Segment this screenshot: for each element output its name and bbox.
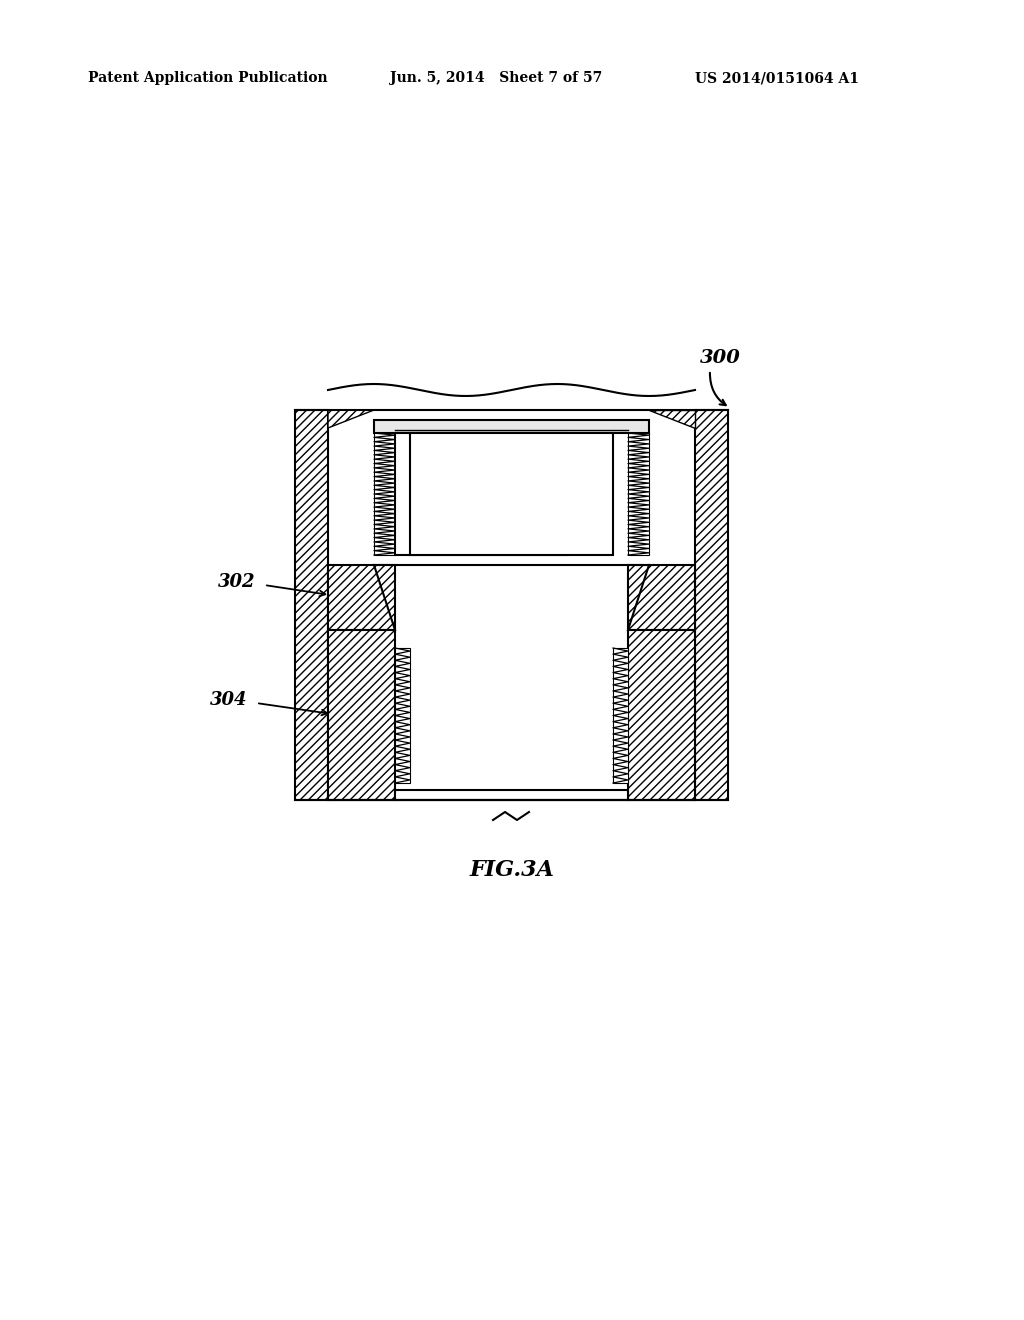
Bar — [410, 433, 613, 554]
Bar — [374, 433, 395, 554]
Bar — [628, 630, 695, 800]
Text: 304: 304 — [210, 690, 248, 709]
Bar — [295, 411, 328, 800]
Bar — [628, 433, 649, 554]
Text: Jun. 5, 2014   Sheet 7 of 57: Jun. 5, 2014 Sheet 7 of 57 — [390, 71, 602, 84]
Polygon shape — [649, 411, 695, 428]
Bar — [328, 630, 395, 800]
Polygon shape — [628, 565, 649, 630]
Text: FIG.3A: FIG.3A — [470, 859, 554, 880]
Text: US 2014/0151064 A1: US 2014/0151064 A1 — [695, 71, 859, 84]
Bar — [395, 789, 628, 800]
Polygon shape — [328, 411, 374, 428]
Polygon shape — [328, 565, 395, 630]
Bar — [695, 411, 728, 800]
Text: 300: 300 — [700, 348, 741, 367]
Polygon shape — [628, 565, 695, 630]
Text: Patent Application Publication: Patent Application Publication — [88, 71, 328, 84]
Bar — [395, 433, 568, 554]
Polygon shape — [374, 565, 395, 630]
Bar — [395, 648, 410, 783]
Bar — [374, 420, 649, 433]
Text: 302: 302 — [218, 573, 256, 591]
Bar — [613, 648, 628, 783]
